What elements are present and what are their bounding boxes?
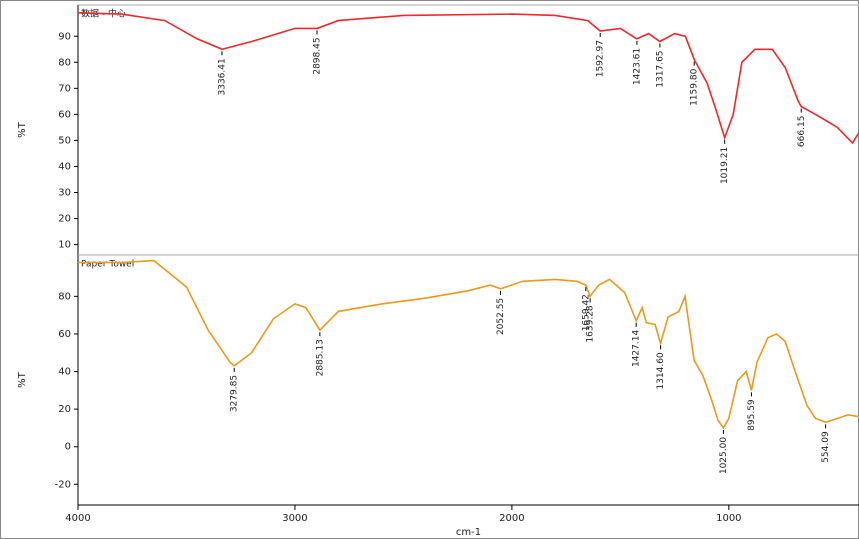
peak-label: 1423.61 [632,48,642,85]
peak-label: 1019.21 [720,147,730,184]
y-tick-label: -20 [55,479,71,490]
spectrum-line [78,259,859,430]
y-tick-label: 60 [58,329,71,340]
peak-label: 1659.42 [581,294,591,331]
x-tick-label: 3000 [282,513,307,524]
panel-title: Paper Towel [81,260,134,270]
peak-label: 1025.00 [719,437,729,474]
y-tick-label: 70 [58,83,71,94]
y-tick-label: 80 [58,291,71,302]
y-tick-label: 30 [58,188,71,199]
spectrum-line [78,12,859,145]
y-tick-label: 0 [65,442,71,453]
peak-label: 3336.41 [217,58,227,95]
y-tick-label: 50 [58,135,71,146]
x-tick-label: 4000 [65,513,90,524]
plot-area: 3336.41 2898.45 1592.97 1423.61 1317.65 1159.… [78,12,859,184]
peak-label: 2898.45 [312,37,322,74]
y-axis-label: %T [17,371,28,388]
peak-label: 2885.13 [315,339,325,376]
peak-label: 3279.85 [230,375,240,412]
peak-label: 1639.28 [586,305,596,342]
y-tick-label: 90 [58,31,71,42]
y-tick-label: 40 [58,161,71,172]
peak-label: 1159.80 [690,68,700,105]
y-axis-label: %T [17,121,28,138]
y-tick-label: 20 [58,404,71,415]
peak-label: 666.15 [797,116,807,148]
peak-label: 1592.97 [596,40,606,77]
peak-label: 554.09 [821,431,831,463]
peak-label: 1427.14 [632,330,642,367]
x-tick-label: 2000 [499,513,524,524]
peak-label: 2052.55 [496,298,506,335]
peak-label: 1314.60 [656,352,666,389]
peak-label: 895.59 [747,399,757,431]
y-tick-label: 40 [58,367,71,378]
peak-label: 1317.65 [655,50,665,87]
x-axis-label: cm-1 [456,527,481,538]
y-tick-label: 60 [58,109,71,120]
y-tick-label: 10 [58,240,71,251]
y-tick-label: 80 [58,57,71,68]
y-tick-label: 20 [58,214,71,225]
x-tick-label: 1000 [716,513,741,524]
